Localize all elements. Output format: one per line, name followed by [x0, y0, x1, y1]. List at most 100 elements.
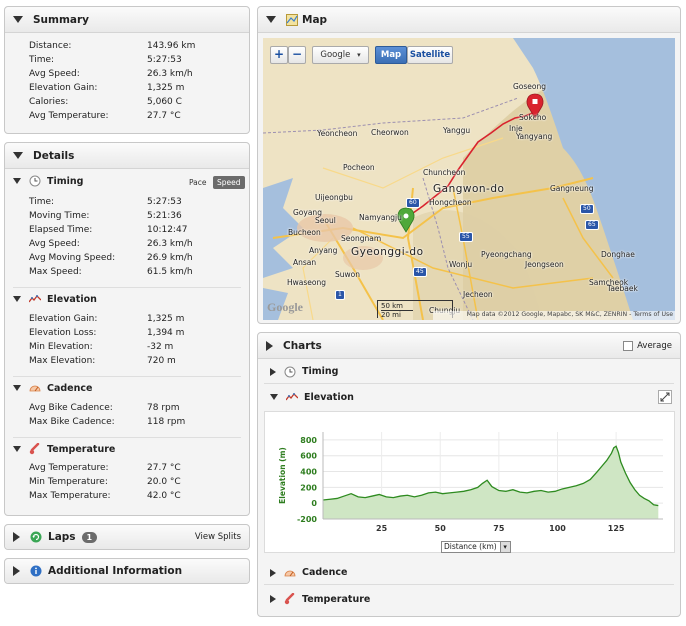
collapse-triangle-icon[interactable] — [13, 16, 23, 23]
stat-row: Max Temperature: 42.0 °C — [29, 491, 229, 505]
map-place-label: Seoul — [315, 216, 336, 225]
stat-value: 1,325 m — [147, 314, 185, 324]
collapse-triangle-icon[interactable] — [13, 296, 21, 302]
chart-row-timing-label: Timing — [302, 366, 339, 377]
stat-value: 720 m — [147, 356, 176, 366]
map-scale-mi: 20 mi — [381, 310, 413, 319]
road-shield-icon: 50 — [580, 204, 594, 214]
road-shield-icon: 1 — [335, 290, 345, 300]
y-tick-label: 600 — [300, 452, 317, 461]
map-attribution[interactable]: Map data ©2012 Google, Mapabc, SK M&C, Z… — [433, 311, 675, 320]
laps-panel[interactable]: Laps 1 View Splits — [4, 524, 250, 550]
stat-row: Avg Speed: 26.3 km/h — [29, 69, 229, 83]
xaxis-selector[interactable]: Distance (km) ▾ — [441, 541, 511, 553]
additional-info-panel[interactable]: Additional Information — [4, 558, 250, 584]
expand-triangle-icon[interactable] — [270, 595, 276, 603]
divider — [13, 287, 241, 288]
timing-section-header[interactable]: Timing — [13, 171, 241, 191]
stat-row: Max Bike Cadence: 118 rpm — [29, 417, 229, 431]
expand-chart-icon[interactable] — [658, 390, 672, 404]
elevation-area — [323, 446, 659, 519]
stat-label: Avg Speed: — [29, 69, 80, 79]
map-place-label: Taebaek — [607, 284, 638, 293]
map-place-label: Yeoncheon — [317, 129, 358, 138]
chart-row-elevation[interactable]: Elevation — [264, 385, 674, 409]
summary-panel: Summary Distance: 143.96 km Time: 5:27:53 Av… — [4, 6, 250, 134]
collapse-triangle-icon[interactable] — [270, 394, 278, 400]
stat-value: 5:27:53 — [147, 197, 182, 207]
map-place-label: Yangyang — [516, 132, 553, 141]
pace-toggle[interactable]: Pace — [189, 178, 207, 187]
stat-row: Avg Temperature: 27.7 °C — [29, 463, 229, 477]
chart-row-elevation-label: Elevation — [304, 391, 354, 403]
charts-header[interactable]: Charts Average — [258, 333, 680, 359]
chart-row-cadence[interactable]: Cadence — [264, 561, 674, 585]
view-splits-link[interactable]: View Splits — [194, 532, 241, 542]
thermometer-icon — [284, 592, 296, 605]
stat-row: Avg Temperature: 27.7 °C — [29, 111, 229, 125]
chart-row-temperature-label: Temperature — [302, 593, 371, 605]
map-title: Map — [302, 13, 328, 26]
laps-header[interactable]: Laps 1 View Splits — [5, 525, 249, 549]
x-tick-label: 25 — [376, 524, 388, 533]
elevation-icon — [285, 391, 299, 403]
collapse-triangle-icon[interactable] — [13, 178, 21, 184]
elevation-section-header[interactable]: Elevation — [13, 289, 241, 309]
collapse-triangle-icon[interactable] — [13, 446, 21, 452]
speed-toggle[interactable]: Speed — [213, 176, 245, 189]
x-tick-label: 50 — [435, 524, 447, 533]
stat-value: 26.3 km/h — [147, 239, 193, 249]
map-place-label: Gangwon-do — [433, 183, 505, 195]
collapse-triangle-icon[interactable] — [13, 152, 23, 159]
stat-row: Time: 5:27:53 — [29, 197, 229, 211]
stat-row: Max Speed: 61.5 km/h — [29, 267, 229, 281]
details-header[interactable]: Details — [5, 143, 249, 169]
stat-label: Elapsed Time: — [29, 225, 93, 235]
stat-value: 143.96 km — [147, 41, 196, 51]
map-panel: Map — [257, 6, 681, 324]
map-type-satellite-button[interactable]: Satellite — [407, 46, 453, 64]
additional-info-header[interactable]: Additional Information — [5, 559, 249, 583]
stat-row: Elevation Gain: 1,325 m — [29, 314, 229, 328]
stat-label: Time: — [29, 197, 55, 207]
stat-value: 27.7 °C — [147, 463, 181, 473]
stat-value: -32 m — [147, 342, 174, 352]
map-type-map-button[interactable]: Map — [375, 46, 407, 64]
stat-label: Min Temperature: — [29, 477, 108, 487]
cadence-section-header[interactable]: Cadence — [13, 378, 241, 398]
zoom-out-button[interactable]: − — [288, 46, 306, 64]
map-provider-dropdown[interactable]: Google ▾ — [312, 46, 369, 64]
temperature-title: Temperature — [47, 443, 116, 455]
laps-count-badge: 1 — [81, 531, 98, 543]
stat-value: 118 rpm — [147, 417, 186, 427]
expand-triangle-icon[interactable] — [270, 367, 276, 376]
expand-triangle-icon[interactable] — [13, 566, 20, 576]
stat-label: Max Speed: — [29, 267, 82, 277]
expand-triangle-icon[interactable] — [13, 532, 20, 542]
elevation-chart: -200 0 200 400 600 800 25 50 75 100 125 Elevation (… — [278, 432, 663, 533]
temperature-section-header[interactable]: Temperature — [13, 439, 241, 459]
map-header[interactable]: Map — [258, 7, 680, 33]
collapse-triangle-icon[interactable] — [266, 16, 276, 23]
stat-label: Max Elevation: — [29, 356, 96, 366]
stat-row: Elevation Loss: 1,394 m — [29, 328, 229, 342]
zoom-in-button[interactable]: + — [270, 46, 288, 64]
laps-title: Laps — [48, 531, 76, 543]
map-place-label: Bucheon — [288, 228, 321, 237]
map-place-label: Donghae — [601, 250, 635, 259]
expand-triangle-icon[interactable] — [270, 568, 276, 577]
chart-row-timing[interactable]: Timing — [264, 360, 674, 384]
chevron-down-icon: ▾ — [499, 542, 510, 552]
average-checkbox[interactable] — [623, 340, 634, 351]
map-canvas[interactable]: Goseong Sokcho Yangyang Yeoncheon Cheorwon Ya… — [263, 38, 675, 320]
expand-triangle-icon[interactable] — [266, 340, 273, 351]
map-place-label: Sokcho — [519, 113, 547, 122]
summary-header[interactable]: Summary — [5, 7, 249, 33]
map-place-label: Jeongseon — [525, 260, 564, 269]
stat-value: 1,325 m — [147, 83, 185, 93]
map-icon — [286, 13, 298, 26]
chart-row-temperature[interactable]: Temperature — [264, 587, 674, 611]
stat-value: 5:27:53 — [147, 55, 182, 65]
chevron-down-icon: ▾ — [357, 51, 361, 59]
collapse-triangle-icon[interactable] — [13, 385, 21, 391]
